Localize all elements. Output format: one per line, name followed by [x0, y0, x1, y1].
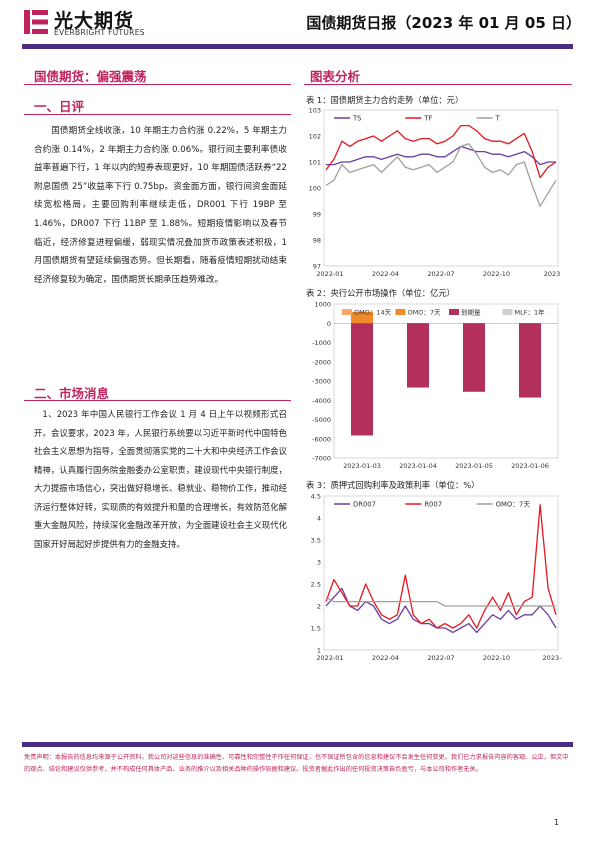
y-tick-label: 103 [309, 107, 321, 115]
y-tick-label: 98 [313, 237, 321, 245]
market-news-paragraph: 1、2023 年中国人民银行工作会议 1 月 4 日上午以视频形式召开。会议要求… [34, 409, 287, 549]
legend-label: OMO：7天 [496, 501, 531, 509]
legend-swatch [342, 309, 352, 315]
headline: 国债期货：偏强震荡 [34, 69, 147, 84]
series-line [326, 145, 556, 166]
brand-name-en: EVERBRIGHT FUTURES [54, 28, 145, 37]
futures-price-chart: 97 98 99 100 101 102 103 2022-01 2022-04 2022-07 2… [309, 107, 561, 279]
section-rule [24, 114, 291, 115]
x-tick-label: 2022-04 [372, 654, 399, 662]
x-tick-label: 2022-10 [483, 654, 510, 662]
y-tick-label: 1000 [314, 301, 331, 309]
y-tick-label: 101 [309, 159, 321, 167]
header-divider [22, 44, 573, 49]
legend-swatch [395, 309, 406, 315]
plot-frame [333, 303, 559, 459]
legend-swatch [449, 309, 459, 315]
y-tick-label: -6000 [312, 435, 331, 443]
y-tick-label: 102 [309, 133, 321, 141]
x-tick-label: 2023-01-06 [511, 462, 549, 470]
daily-review-text: 国债期货全线收涨，10 年期主力合约涨 0.22%，5 年期主力合约涨 0.14… [34, 122, 287, 289]
brand-name-cn: 光大期货 [54, 10, 135, 32]
section-market-news-title: 二、市场消息 [34, 386, 110, 401]
y-tick-label: 1.5 [311, 625, 321, 633]
y-tick-label: -5000 [312, 416, 331, 424]
bar [407, 323, 429, 388]
y-tick-label: -2000 [312, 358, 331, 366]
legend-label: 到期量 [461, 309, 481, 317]
bar [351, 323, 373, 436]
legend-label: T [495, 115, 501, 123]
y-tick-label: -3000 [312, 378, 331, 386]
legend-label: R007 [424, 501, 442, 509]
y-tick-label: -7000 [312, 455, 331, 463]
plot-frame [323, 495, 559, 651]
x-tick-label: 2023-01-04 [399, 462, 437, 470]
series-line [325, 587, 557, 634]
bar [463, 323, 485, 392]
series-line [325, 596, 556, 607]
x-tick-label: 2023-01-03 [343, 462, 381, 470]
series-line [325, 124, 557, 179]
report-title: 国债期货日报（2023 年 01 月 05 日） [306, 14, 581, 32]
y-tick-label: -4000 [312, 397, 331, 405]
legend-swatch [502, 309, 513, 315]
chart2-caption: 表 2：央行公开市场操作（单位：亿元） [306, 288, 455, 298]
x-tick-label: 2023 [544, 270, 561, 278]
y-tick-label: 100 [309, 185, 321, 193]
logo-icon [22, 8, 50, 36]
section-daily-review-title: 一、日评 [34, 99, 85, 114]
company-logo [22, 8, 50, 36]
x-tick-label: 2022-07 [427, 654, 454, 662]
x-tick-label: 2022-10 [483, 270, 510, 278]
series-line [325, 143, 557, 207]
x-tick-label: 2022-01 [316, 654, 343, 662]
chart1-caption: 表 1：国债期货主力合约走势（单位：元） [306, 95, 464, 105]
repo-rate-chart: 1 1.5 2 2.5 3 3.5 4 4.5 2022-01 2022-04 2022-07 202… [311, 493, 563, 663]
y-tick-label: 97 [313, 263, 321, 271]
legend-label: TS [352, 115, 361, 123]
x-tick-label: 2022-07 [427, 270, 454, 278]
open-market-chart: 1000 0 -1000 -2000 -3000 -4000 -5000 -6000 -7000… [312, 301, 559, 470]
page-number: 1 [554, 818, 560, 827]
y-tick-label: 3.5 [311, 537, 321, 545]
series-line [325, 504, 557, 629]
y-tick-label: 2 [317, 603, 321, 611]
y-tick-label: 1 [317, 647, 321, 655]
footer-divider [22, 742, 573, 747]
plot-frame [323, 109, 559, 267]
y-tick-label: 3 [317, 559, 321, 567]
disclaimer-text: 免责声明：本报告的信息均来源于公开资料，我公司对这些信息的准确性、可靠性和完整性… [24, 754, 569, 773]
y-tick-label: -1000 [312, 339, 331, 347]
y-tick-label: 0 [327, 320, 331, 328]
chart-analysis-rule [304, 84, 572, 85]
legend-label: OMO：14天 [354, 309, 392, 317]
headline-rule [24, 84, 291, 85]
x-tick-label: 2022-04 [372, 270, 399, 278]
x-tick-label: 2022-01 [316, 270, 343, 278]
y-tick-label: 4.5 [311, 493, 321, 501]
legend-label: MLF：1年 [515, 308, 546, 317]
legend-label: OMO：7天 [408, 309, 441, 317]
legend-label: TF [423, 115, 432, 123]
x-tick-label: 2023-01-05 [455, 462, 493, 470]
legend-label: DR007 [353, 501, 376, 509]
x-tick-label: 2023- [543, 654, 563, 662]
bar [519, 323, 541, 398]
y-tick-label: 2.5 [311, 581, 321, 589]
section-rule [24, 400, 291, 401]
daily-review-paragraph: 国债期货全线收涨，10 年期主力合约涨 0.22%，5 年期主力合约涨 0.14… [34, 126, 287, 285]
y-tick-label: 99 [313, 211, 321, 219]
market-news-text: 1、2023 年中国人民银行工作会议 1 月 4 日上午以视频形式召开。会议要求… [34, 405, 287, 553]
chart-analysis-title: 图表分析 [310, 69, 361, 84]
chart3-caption: 表 3：质押式回购利率及政策利率（单位：%） [306, 480, 480, 490]
bar [351, 311, 373, 324]
y-tick-label: 4 [317, 515, 321, 523]
